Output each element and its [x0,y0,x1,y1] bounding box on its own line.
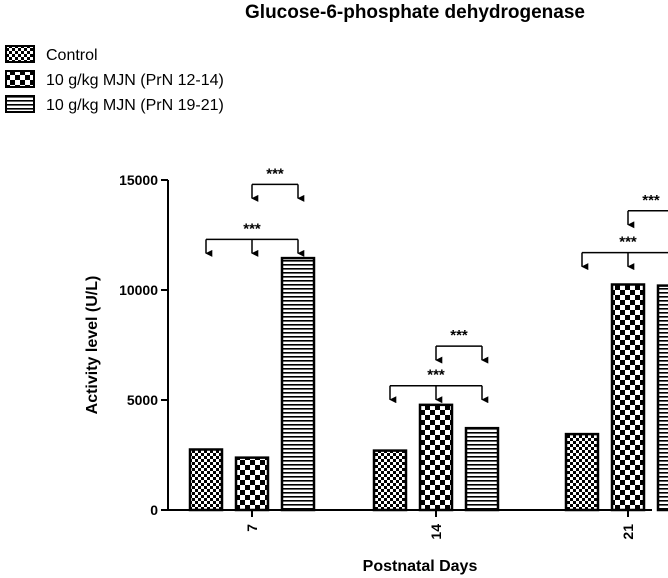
bar-day-21-series-2 [610,283,646,512]
bar-day-14-series-3 [464,426,500,512]
legend-swatch-1 [5,45,35,63]
legend-swatch-2 [5,70,35,88]
sig-label-2: *** [266,165,284,182]
bar-day-14-series-2 [418,403,454,512]
bar-day-21-series-1 [564,432,600,512]
bar-day-7-series-1 [188,448,224,512]
sig-label-4: *** [450,327,468,344]
x-tick-label-14: 14 [428,524,444,540]
legend-label-2: 10 g/kg MJN (PrN 12-14) [46,72,224,89]
y-axis-label: Activity level (U/L) [84,276,101,415]
y-tick-label-10000: 10000 [119,282,158,298]
chart-title: Glucose-6-phosphate dehydrogenase [245,2,585,23]
legend-swatch-3 [5,95,35,113]
y-tick-label-0: 0 [150,502,158,518]
legend: Control 10 g/kg MJN (PrN 12-14) 10 g/kg MJ… [5,45,224,114]
significance-annotations: *** *** *** *** *** *** [205,165,668,404]
x-axis-label: Postnatal Days [363,558,478,575]
sig-label-3: *** [427,367,445,384]
y-tick-label-15000: 15000 [119,172,158,188]
legend-label-1: Control [46,47,98,64]
bar-day-14-series-1 [372,449,408,512]
bars [188,256,668,512]
bar-day-21-series-3 [656,284,668,512]
bar-day-7-series-2 [234,456,270,512]
legend-label-3: 10 g/kg MJN (PrN 19-21) [46,97,224,114]
y-tick-label-5000: 5000 [127,392,158,408]
x-tick-label-7: 7 [244,524,260,532]
bar-day-7-series-3 [280,256,316,512]
x-tick-label-21: 21 [620,524,636,540]
sig-label-5: *** [619,234,637,251]
sig-label-1: *** [243,220,261,237]
sig-label-6: *** [642,192,660,209]
